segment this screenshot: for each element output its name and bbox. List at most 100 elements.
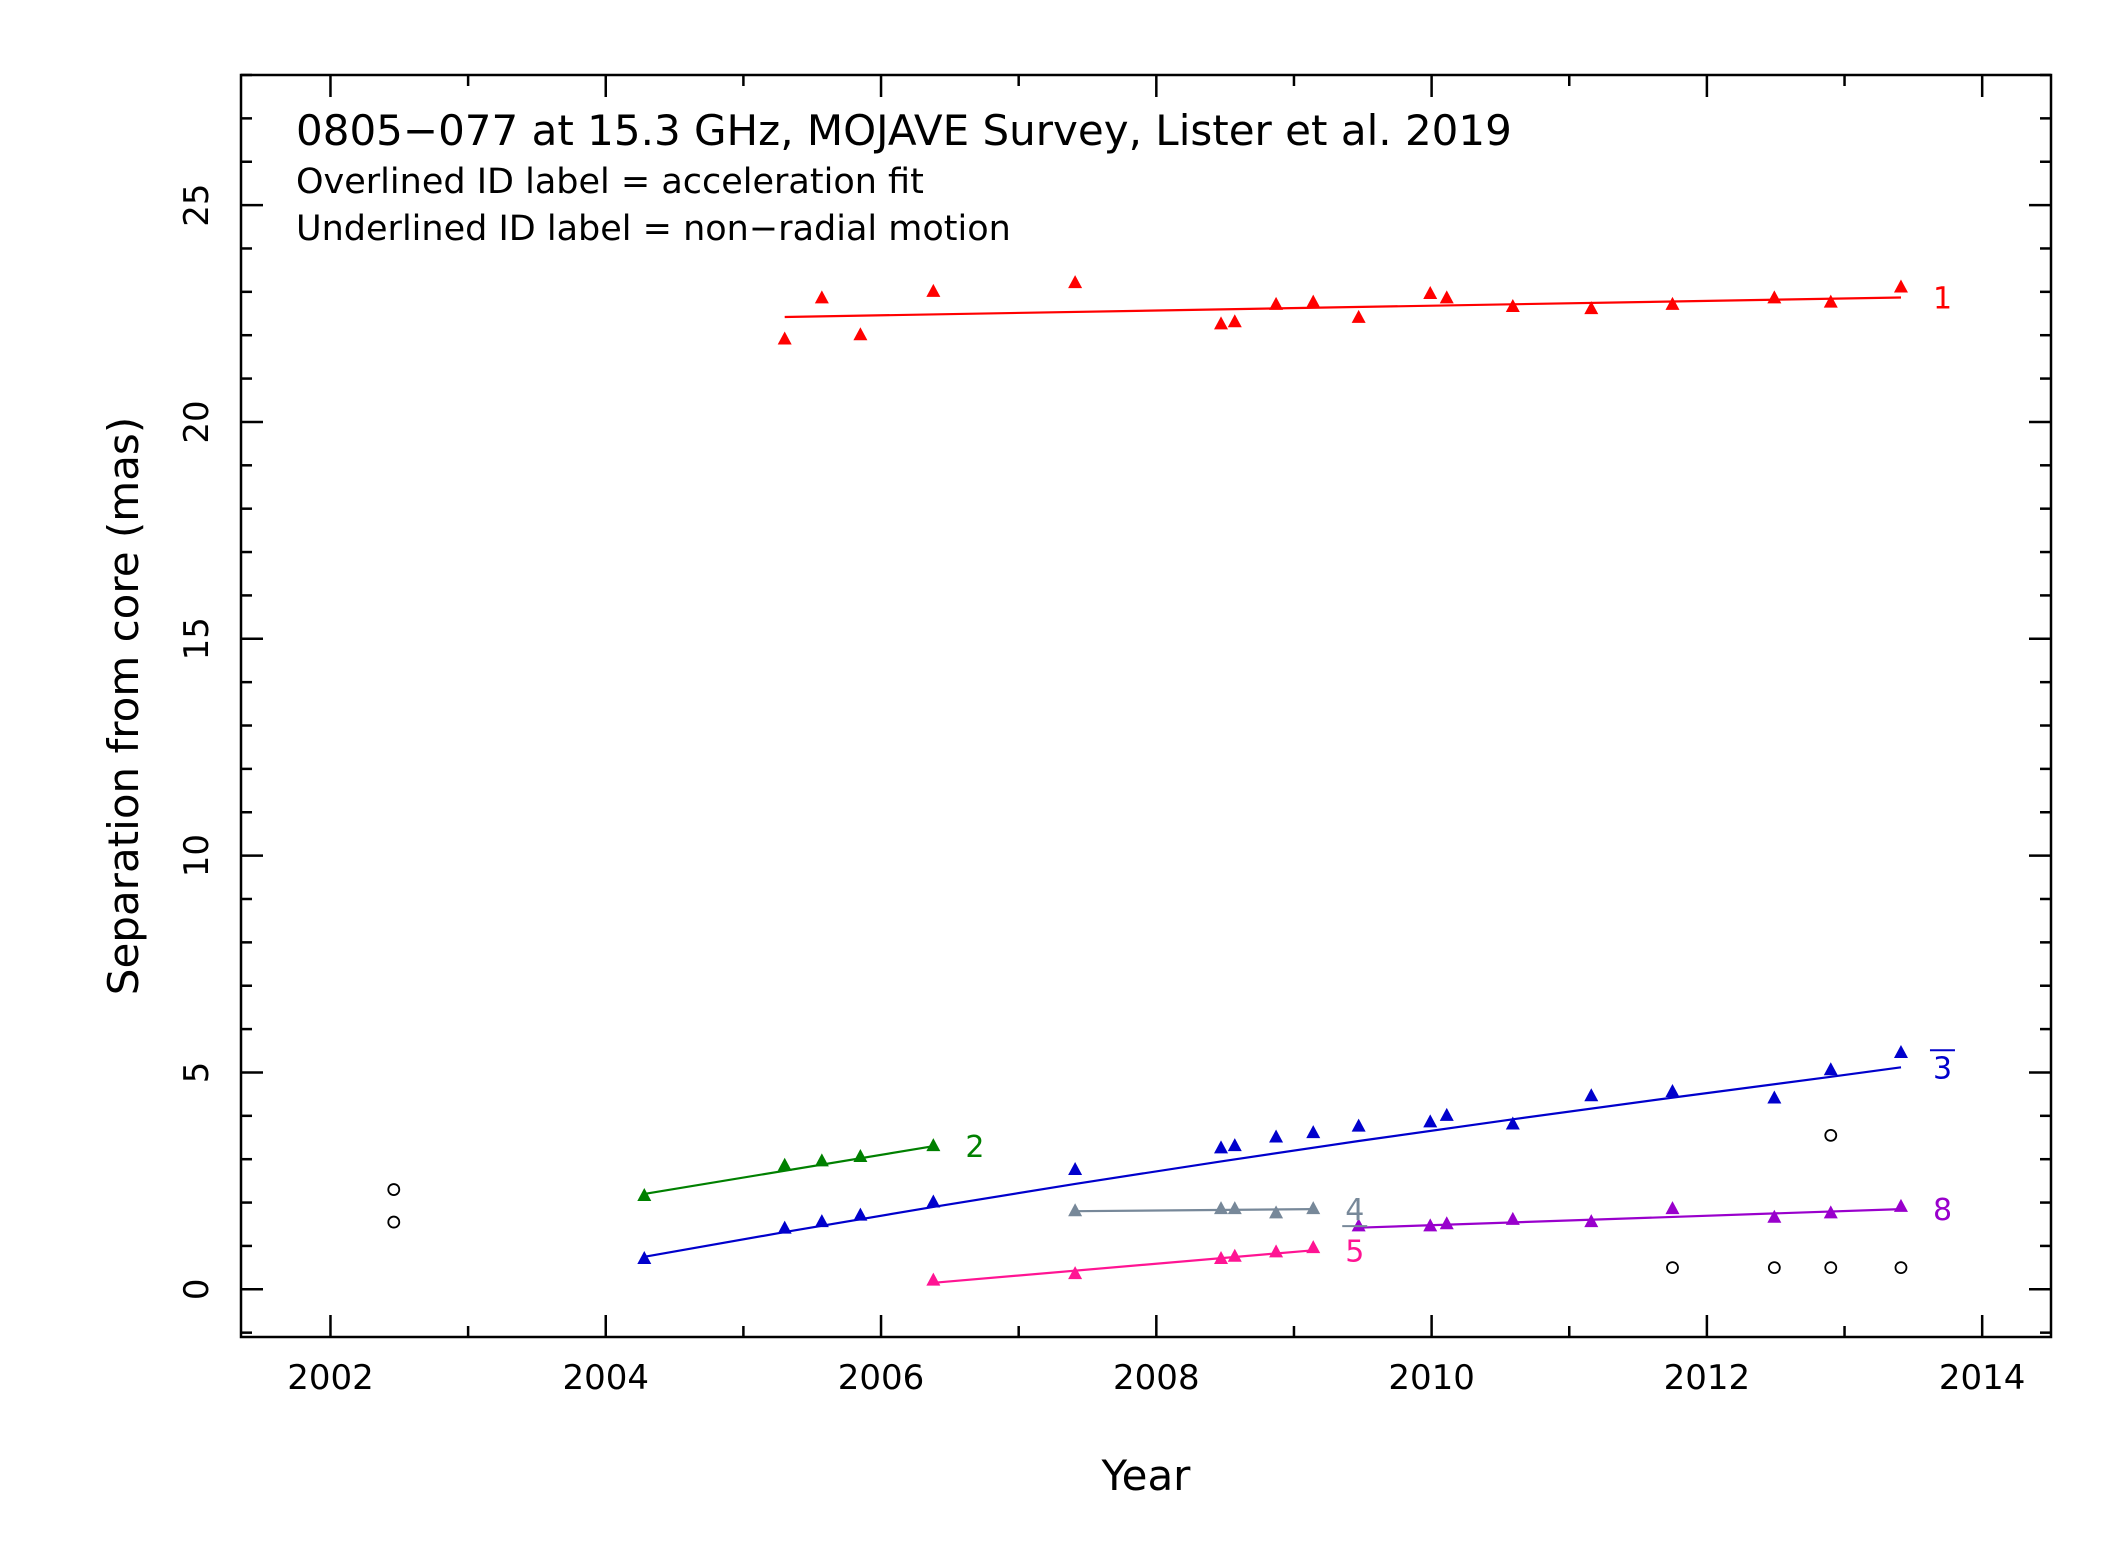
point-4 xyxy=(1068,1203,1083,1217)
point-2 xyxy=(637,1188,652,1202)
y-tick-label: 0 xyxy=(177,1278,217,1300)
point-1 xyxy=(1893,279,1908,293)
y-tick-label: 5 xyxy=(177,1062,217,1084)
x-tick-label: 2010 xyxy=(1388,1358,1475,1398)
point-3 xyxy=(1306,1125,1321,1139)
point-1 xyxy=(853,327,868,341)
point-5 xyxy=(1068,1266,1083,1280)
x-axis-label: Year xyxy=(1101,1451,1192,1500)
point-8 xyxy=(1439,1216,1454,1230)
point-8 xyxy=(1423,1218,1438,1232)
x-tick-label: 2006 xyxy=(838,1358,925,1398)
x-tick-label: 2008 xyxy=(1113,1358,1200,1398)
point-3 xyxy=(1068,1162,1083,1176)
component-label-4: 4 xyxy=(1345,1193,1364,1228)
point-8 xyxy=(1665,1201,1680,1215)
fit-line-1 xyxy=(784,296,1902,319)
point-5 xyxy=(1227,1248,1242,1262)
y-tick-label: 25 xyxy=(177,183,217,226)
point-5 xyxy=(926,1272,941,1286)
point-3 xyxy=(1584,1088,1599,1102)
point-3 xyxy=(814,1214,829,1228)
component-labels: 1 2 3 4 5 8 xyxy=(965,281,1955,1269)
point-1 xyxy=(1068,275,1083,289)
unassigned-point xyxy=(1824,1261,1838,1275)
y-tick-label: 15 xyxy=(177,617,217,660)
point-1 xyxy=(814,290,829,304)
point-8 xyxy=(1823,1205,1838,1219)
point-1 xyxy=(1665,296,1680,310)
legend-note-underline: Underlined ID label = non−radial motion xyxy=(296,209,1011,249)
point-4 xyxy=(1269,1205,1284,1219)
legend-note-overline: Overlined ID label = acceleration fit xyxy=(296,162,924,202)
point-3 xyxy=(853,1207,868,1221)
point-3 xyxy=(1439,1107,1454,1121)
x-tick-label: 2012 xyxy=(1664,1358,1751,1398)
point-4 xyxy=(1227,1201,1242,1215)
point-3 xyxy=(1823,1062,1838,1076)
component-label-3: 3 xyxy=(1933,1051,1952,1086)
component-label-8: 8 xyxy=(1933,1193,1952,1228)
unassigned-point xyxy=(387,1215,401,1229)
point-1 xyxy=(1227,314,1242,328)
y-tick-label: 20 xyxy=(177,400,217,443)
y-tick-label: 10 xyxy=(177,834,217,877)
unassigned-point xyxy=(387,1183,401,1196)
point-3 xyxy=(1893,1044,1908,1058)
point-2 xyxy=(814,1153,829,1167)
point-3 xyxy=(1505,1116,1520,1130)
point-8 xyxy=(1584,1214,1599,1228)
fit-line-5 xyxy=(933,1249,1314,1284)
point-1 xyxy=(1351,309,1366,323)
point-5 xyxy=(1214,1250,1229,1264)
point-4 xyxy=(1214,1201,1229,1215)
unassigned-point xyxy=(1824,1128,1838,1142)
point-3 xyxy=(777,1220,792,1234)
point-3 xyxy=(1767,1090,1782,1104)
point-2 xyxy=(853,1149,868,1163)
point-1 xyxy=(777,331,792,345)
fit-lines xyxy=(644,296,1902,1284)
x-tick-label: 2014 xyxy=(1939,1358,2026,1398)
component-label-5: 5 xyxy=(1345,1234,1364,1269)
point-3 xyxy=(1351,1118,1366,1132)
point-8 xyxy=(1767,1209,1782,1223)
plot-frame xyxy=(239,73,2053,1339)
point-3 xyxy=(1269,1129,1284,1143)
point-1 xyxy=(926,283,941,297)
point-2 xyxy=(926,1138,941,1152)
chart-title: 0805−077 at 15.3 GHz, MOJAVE Survey, Lis… xyxy=(296,106,1512,155)
fit-line-8 xyxy=(1358,1208,1902,1229)
point-1 xyxy=(1214,316,1229,330)
component-label-1: 1 xyxy=(1933,281,1952,316)
point-3 xyxy=(1423,1114,1438,1128)
component-label-2: 2 xyxy=(965,1130,984,1165)
point-1 xyxy=(1439,290,1454,304)
point-3 xyxy=(1665,1083,1680,1097)
point-5 xyxy=(1269,1244,1284,1258)
unassigned-point xyxy=(1767,1261,1781,1275)
point-3 xyxy=(1214,1140,1229,1154)
point-3 xyxy=(1227,1138,1242,1152)
point-8 xyxy=(1351,1218,1366,1232)
point-8 xyxy=(1893,1198,1908,1212)
fit-line-4 xyxy=(1075,1208,1314,1213)
point-5 xyxy=(1306,1240,1321,1254)
point-1 xyxy=(1767,290,1782,304)
point-1 xyxy=(1306,294,1321,308)
data-points xyxy=(387,275,1908,1286)
point-1 xyxy=(1823,294,1838,308)
point-3 xyxy=(637,1250,652,1264)
point-8 xyxy=(1505,1211,1520,1225)
y-axis-label: Separation from core (mas) xyxy=(99,417,148,995)
point-1 xyxy=(1584,301,1599,315)
point-2 xyxy=(777,1157,792,1171)
x-tick-label: 2002 xyxy=(287,1358,374,1398)
point-1 xyxy=(1505,299,1520,313)
point-1 xyxy=(1269,296,1284,310)
unassigned-point xyxy=(1894,1261,1908,1275)
point-1 xyxy=(1423,286,1438,300)
axis-ticks xyxy=(241,73,2051,1337)
